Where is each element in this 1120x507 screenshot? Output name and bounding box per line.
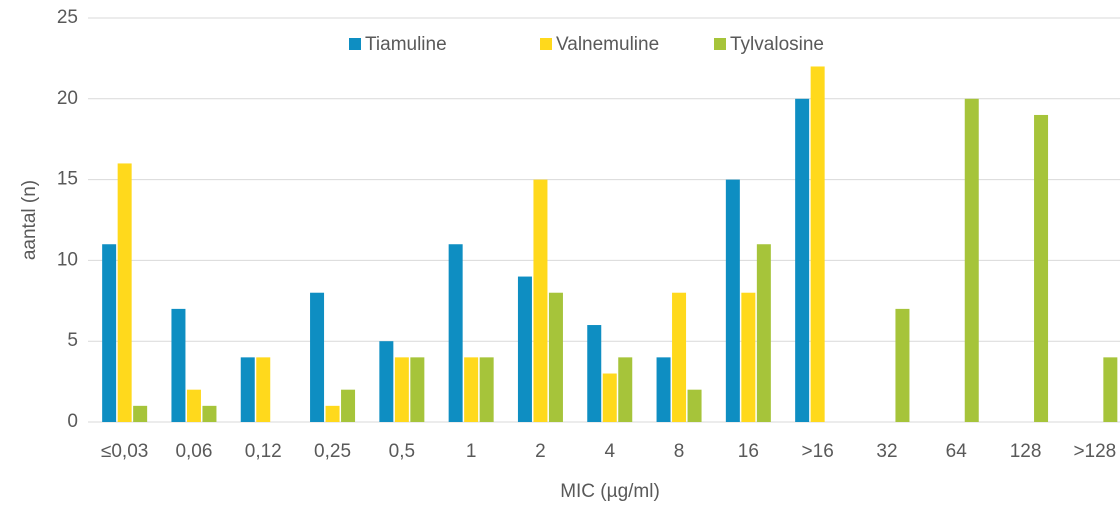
- legend-label: Tiamuline: [365, 34, 447, 55]
- bar: [795, 98, 810, 423]
- bar: [756, 244, 771, 422]
- bar: [602, 373, 617, 422]
- bar: [240, 357, 255, 422]
- bar: [186, 389, 201, 422]
- bar: [341, 389, 356, 422]
- bar: [464, 357, 479, 422]
- bar: [410, 357, 425, 422]
- bar: [741, 292, 756, 422]
- legend-label: Tylvalosine: [730, 34, 824, 55]
- bar: [548, 292, 563, 422]
- bar: [479, 357, 494, 422]
- x-tick-label: 32: [876, 441, 897, 462]
- y-tick-label: 0: [67, 411, 78, 432]
- bar: [810, 66, 825, 422]
- bar: [1034, 114, 1049, 423]
- x-tick-label: 1: [466, 441, 477, 462]
- legend-label: Valnemuline: [556, 34, 659, 55]
- bar: [310, 292, 325, 422]
- x-tick-label: 128: [1010, 441, 1042, 462]
- bar: [964, 98, 979, 423]
- bar: [656, 357, 671, 422]
- bar: [687, 389, 702, 422]
- y-tick-label: 10: [57, 249, 78, 270]
- bar: [117, 163, 132, 422]
- x-tick-label: 16: [738, 441, 759, 462]
- x-tick-label: >128: [1073, 441, 1116, 462]
- bar: [618, 357, 633, 422]
- bar: [202, 405, 217, 422]
- x-tick-label: 0,25: [314, 441, 351, 462]
- x-tick-label: 4: [604, 441, 615, 462]
- bar: [394, 357, 409, 422]
- x-tick-label: >16: [802, 441, 834, 462]
- legend-swatch: [714, 38, 726, 50]
- legend-swatch: [540, 38, 552, 50]
- bar: [517, 276, 532, 422]
- bar: [1103, 357, 1118, 422]
- bar: [102, 244, 117, 422]
- x-tick-label: 0,12: [245, 441, 282, 462]
- bar: [725, 179, 740, 422]
- bar: [379, 341, 394, 422]
- y-tick-label: 25: [57, 7, 78, 28]
- x-tick-label: 8: [674, 441, 685, 462]
- x-axis-label: MIC (µg/ml): [560, 481, 660, 502]
- y-axis-label: aantal (n): [19, 180, 40, 260]
- x-tick-label: 64: [946, 441, 968, 462]
- bar: [895, 308, 910, 422]
- x-tick-label: ≤0,03: [101, 441, 148, 462]
- bar: [171, 308, 186, 422]
- bar: [587, 325, 602, 422]
- x-tick-label: 2: [535, 441, 546, 462]
- y-tick-label: 15: [57, 169, 78, 190]
- y-tick-label: 20: [57, 88, 78, 109]
- x-tick-label: 0,5: [389, 441, 415, 462]
- y-tick-label: 5: [67, 330, 78, 351]
- bar: [533, 179, 548, 422]
- bar: [448, 244, 463, 422]
- bar: [133, 405, 148, 422]
- bar: [672, 292, 687, 422]
- x-tick-label: 0,06: [175, 441, 212, 462]
- legend-swatch: [349, 38, 361, 50]
- bar: [325, 405, 340, 422]
- bar: [256, 357, 271, 422]
